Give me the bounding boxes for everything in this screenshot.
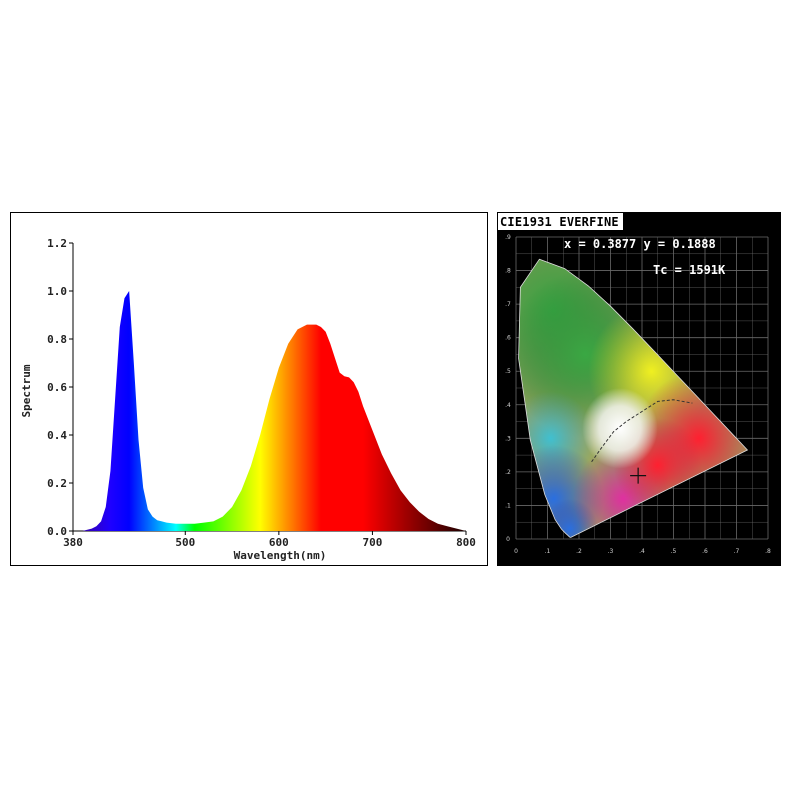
cie-y-tick-label: .1 [505,502,511,509]
cie-axis-ticks: 0 .1 .2 .3 .4 .5 .6 .7 .8 0 .1 .2 .3 .4 .5 .6 .7 .8 .9 [505,234,771,555]
cie-x-tick-label: 0 [514,548,518,555]
y-tick-label: 0.0 [47,525,67,538]
planckian-locus [591,399,693,463]
spectral-locus [518,258,749,538]
cie-chromaticity-diagram: 0 .1 .2 .3 .4 .5 .6 .7 .8 0 .1 .2 .3 .4 .5 .6 .7 .8 .9 [505,234,771,555]
cie-y-tick-label: .7 [505,301,511,308]
cie-x-tick-label: .5 [671,548,677,555]
spectrum-chart-panel: 0.0 0.2 0.4 0.6 0.8 1.0 1.2 380 500 600 700 800 Spe… [10,212,488,566]
tc-readout: Tc = 1591K [653,263,726,277]
y-tick-label: 1.2 [47,237,67,250]
cie-y-tick-label: .8 [505,268,511,275]
cie-x-tick-label: .2 [576,548,582,555]
spectrum-area [73,291,466,531]
spectrum-chart: 0.0 0.2 0.4 0.6 0.8 1.0 1.2 380 500 600 700 800 Spe… [20,237,476,562]
cie-x-tick-label: .4 [639,548,645,555]
chromaticity-marker [630,467,647,484]
cie-x-tick-label: .3 [608,548,614,555]
cie-x-tick-label: .7 [734,548,740,555]
cie-y-tick-label: .6 [505,335,511,342]
x-tick-label: 600 [269,536,289,549]
cie-x-tick-label: .8 [765,548,771,555]
y-tick-label: 0.8 [47,333,67,346]
color-region [582,388,658,469]
x-tick-label: 380 [63,536,83,549]
cie-y-tick-label: .5 [505,368,511,375]
y-axis-label: Spectrum [20,364,33,417]
cie-color-fill [518,259,748,538]
cie-x-tick-label: .1 [545,548,551,555]
x-tick-label: 700 [362,536,382,549]
cie-x-tick-label: .6 [702,548,708,555]
xy-readout: x = 0.3877 y = 0.1888 [564,237,716,251]
y-tick-label: 1.0 [47,285,67,298]
x-axis-label: Wavelength(nm) [234,549,327,562]
cie-diagram-panel: 0 .1 .2 .3 .4 .5 .6 .7 .8 0 .1 .2 .3 .4 .5 .6 .7 .8 .9 CIE… [497,212,781,566]
cie-y-tick-label: .2 [505,469,511,476]
y-tick-label: 0.4 [47,429,67,442]
cie-y-tick-label: .9 [505,234,511,241]
y-tick-label: 0.2 [47,477,67,490]
cie-y-tick-label: .4 [505,402,511,409]
cie-title: CIE1931 EVERFINE [498,213,623,230]
cie-y-tick-label: 0 [506,536,510,543]
x-tick-label: 500 [175,536,195,549]
x-tick-label: 800 [456,536,476,549]
y-tick-label: 0.6 [47,381,67,394]
cie-y-tick-label: .3 [505,435,511,442]
